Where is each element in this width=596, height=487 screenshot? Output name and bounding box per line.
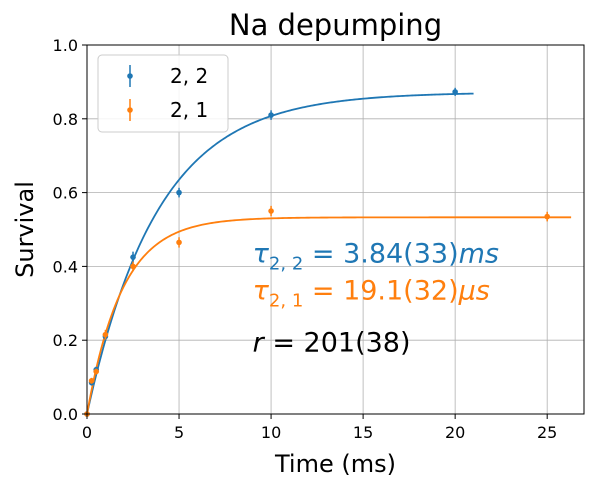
x-tick-label-1: 5 xyxy=(174,423,184,442)
x-axis-ticks: 0 5 10 15 20 25 xyxy=(82,414,557,442)
y-tick-label-0: 0.0 xyxy=(53,405,78,424)
series-1-marker-7 xyxy=(544,214,550,220)
series-0-marker-7 xyxy=(452,89,458,95)
x-tick-label-5: 25 xyxy=(537,423,557,442)
y-tick-label-2: 0.4 xyxy=(53,257,78,276)
annotation-0-symbol: τ xyxy=(253,239,270,270)
annotation-1-symbol: τ xyxy=(253,276,270,307)
y-tick-label-1: 0.2 xyxy=(53,331,78,350)
legend-label-1: 2, 1 xyxy=(170,98,208,122)
x-tick-label-0: 0 xyxy=(82,423,92,442)
x-tick-label-2: 10 xyxy=(261,423,281,442)
legend: 2, 2 2, 1 xyxy=(98,55,228,132)
series-1-point-7 xyxy=(544,212,550,222)
series-1-point-5 xyxy=(176,237,182,247)
legend-marker-1 xyxy=(127,107,133,113)
series-1-marker-4 xyxy=(130,264,136,270)
y-tick-label-3: 0.6 xyxy=(53,184,78,203)
y-tick-label-4: 0.8 xyxy=(53,110,78,129)
series-0-marker-4 xyxy=(130,254,136,260)
series-1-marker-6 xyxy=(268,208,274,214)
chart-title: Na depumping xyxy=(229,8,442,42)
annotation-1: τ2, 1 = 19.1(32)μs xyxy=(253,276,490,312)
series-0-marker-5 xyxy=(176,190,182,196)
y-axis-ticks: 0.0 0.2 0.4 0.6 0.8 1.0 xyxy=(53,36,87,424)
y-tick-label-5: 1.0 xyxy=(53,36,78,55)
annotation-1-value: = 19.1(32) xyxy=(303,276,458,307)
x-tick-label-4: 20 xyxy=(445,423,465,442)
annotation-2-value: = 201(38) xyxy=(264,327,411,358)
legend-box xyxy=(98,55,228,132)
annotation-0-unit: ms xyxy=(459,239,499,270)
series-1-marker-5 xyxy=(176,240,182,246)
series-1-marker-1 xyxy=(89,378,95,384)
annotation-1-subscript: 2, 1 xyxy=(269,291,303,312)
x-axis-label: Time (ms) xyxy=(274,450,396,478)
annotation-2: r = 201(38) xyxy=(253,327,411,358)
y-axis-label: Survival xyxy=(11,181,39,278)
series-0-point-5 xyxy=(176,188,182,198)
annotation-0-value: = 3.84(33) xyxy=(303,239,458,270)
series-0-marker-6 xyxy=(268,112,274,118)
legend-marker-0 xyxy=(127,73,133,79)
annotation-1-unit: μs xyxy=(458,276,490,307)
legend-label-0: 2, 2 xyxy=(170,64,208,88)
annotation-0: τ2, 2 = 3.84(33)ms xyxy=(253,239,499,275)
x-tick-label-3: 15 xyxy=(353,423,373,442)
series-1-marker-3 xyxy=(103,332,109,338)
annotation-0-subscript: 2, 2 xyxy=(269,254,303,275)
series-1-marker-2 xyxy=(93,369,99,375)
series-1-point-6 xyxy=(268,206,274,216)
